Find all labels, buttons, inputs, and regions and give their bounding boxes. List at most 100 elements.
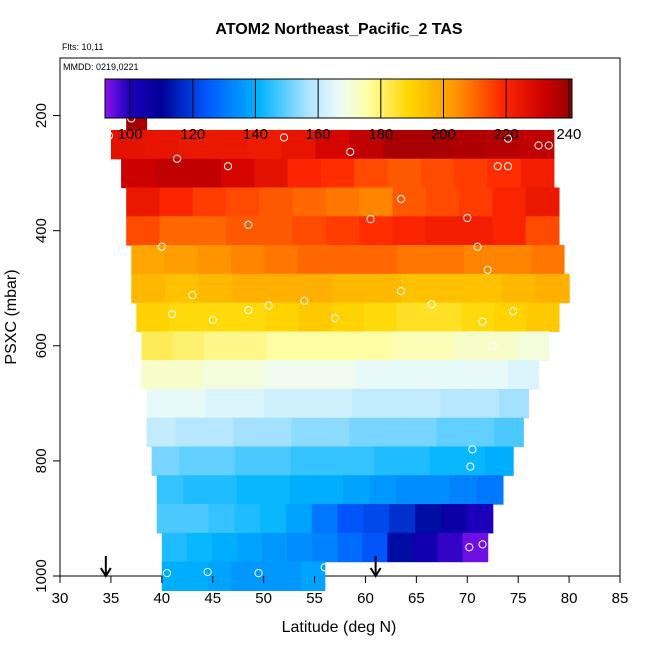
heatmap-cell <box>289 475 318 505</box>
measurement-point <box>264 301 273 310</box>
heatmap-cell <box>204 331 237 361</box>
measurement-point <box>167 310 177 319</box>
heatmap-cell <box>151 446 181 476</box>
x-tick-label: 40 <box>153 590 170 607</box>
measurement-point <box>330 314 340 323</box>
heatmap-cell <box>179 129 214 160</box>
heatmap-cell <box>520 158 555 189</box>
heatmap-cell <box>315 129 350 160</box>
measurement-point <box>508 307 518 316</box>
colorbar-ticks: 100 120 140 160 180 200 220 240 <box>118 79 581 143</box>
heatmap-cell <box>235 331 268 361</box>
colorbar-tick-label: 100 <box>118 126 143 143</box>
heatmap-cell <box>425 216 460 246</box>
colorbar-tick-label: 120 <box>180 126 205 143</box>
heatmap-cell <box>349 417 379 448</box>
heatmap-cell <box>146 417 177 448</box>
heatmap-cell <box>278 561 303 591</box>
arrow-marker <box>369 556 382 578</box>
heatmap-cell <box>232 273 267 304</box>
heatmap-cell <box>354 158 388 189</box>
heatmap-cell <box>320 158 355 189</box>
x-tick-label: 85 <box>612 590 629 607</box>
heatmap-cell <box>476 475 504 505</box>
heatmap-cell <box>208 561 233 591</box>
heatmap-cell <box>396 475 424 505</box>
heatmap-cell <box>179 446 208 476</box>
heatmap-cell <box>264 388 294 419</box>
heatmap-cell <box>337 504 365 534</box>
heatmap-cell <box>298 331 331 361</box>
measurement-point <box>463 213 472 223</box>
measurement-point <box>427 300 436 309</box>
heatmap-cell <box>430 245 465 275</box>
measurement-point <box>466 462 475 471</box>
heatmap-cell <box>477 360 509 390</box>
colorbar-tick-label: 240 <box>556 126 581 143</box>
heatmap-cell <box>185 561 209 591</box>
heatmap-cell <box>325 187 360 217</box>
heatmap-cell <box>392 216 427 246</box>
measurement-points <box>104 110 553 578</box>
heatmap-cell <box>141 331 174 361</box>
heatmap-cell <box>262 446 292 476</box>
measurement-point <box>320 563 329 572</box>
heatmap-cell <box>387 532 414 563</box>
heatmap-cell <box>110 129 146 160</box>
heatmap-cell <box>425 187 460 217</box>
heatmap-cell <box>343 475 371 505</box>
heatmap-cell <box>451 129 487 160</box>
heatmap-cell <box>407 417 437 448</box>
heatmap-cell <box>262 532 288 563</box>
heatmap-cell <box>469 388 500 419</box>
heatmap-cell <box>416 360 448 390</box>
heatmap-cell <box>492 187 527 217</box>
heatmap-cell <box>440 388 471 419</box>
heatmap-cell <box>234 504 261 534</box>
heatmap-cell <box>161 532 188 563</box>
x-axis: 30 35 40 45 50 55 60 65 70 75 80 85 <box>52 576 629 607</box>
measurement-point <box>172 154 182 163</box>
x-tick-label: 35 <box>103 590 120 607</box>
heatmap-cell <box>355 360 387 390</box>
heatmap-cell <box>259 216 294 246</box>
heatmap-cell <box>198 273 233 304</box>
arrow-marker <box>99 556 112 578</box>
heatmap-cell <box>485 129 521 160</box>
heatmap-cell <box>530 245 565 275</box>
heatmap-cell <box>226 187 260 217</box>
x-tick-label: 50 <box>255 590 272 607</box>
colorbar-tick-label: 180 <box>368 126 393 143</box>
measurement-point <box>104 131 113 140</box>
heatmap-cell <box>359 216 394 246</box>
heatmap-cell <box>209 475 238 505</box>
heatmap-cell <box>186 532 213 563</box>
heatmap-cell <box>465 417 495 448</box>
heatmap-cell <box>146 388 177 419</box>
measurement-point <box>488 341 497 350</box>
heatmap-cell <box>292 216 327 246</box>
x-tick-label: 60 <box>357 590 374 607</box>
heatmap-cell <box>387 158 422 189</box>
heatmap-cell <box>441 504 468 534</box>
heatmap-cell <box>293 388 324 419</box>
heatmap-cell <box>233 417 264 448</box>
heatmap-cell <box>298 302 332 332</box>
x-tick-label: 55 <box>306 590 323 607</box>
heatmap-cell <box>202 360 234 390</box>
heatmap-cell <box>360 331 393 361</box>
x-tick-label: 75 <box>510 590 527 607</box>
heatmap-cell <box>420 158 455 189</box>
heatmap-cell <box>519 129 555 160</box>
heatmap-cell <box>517 331 550 361</box>
measurement-point <box>162 569 172 578</box>
heatmap-cell <box>508 360 540 390</box>
measurement-point <box>203 567 212 577</box>
heatmap-cell <box>449 475 477 505</box>
heatmap-cell <box>126 187 161 217</box>
heatmap-cell <box>337 532 363 563</box>
colorbar-tick-label: 160 <box>306 126 331 143</box>
heatmap-cell <box>437 532 464 563</box>
heatmap-cell <box>297 245 332 275</box>
